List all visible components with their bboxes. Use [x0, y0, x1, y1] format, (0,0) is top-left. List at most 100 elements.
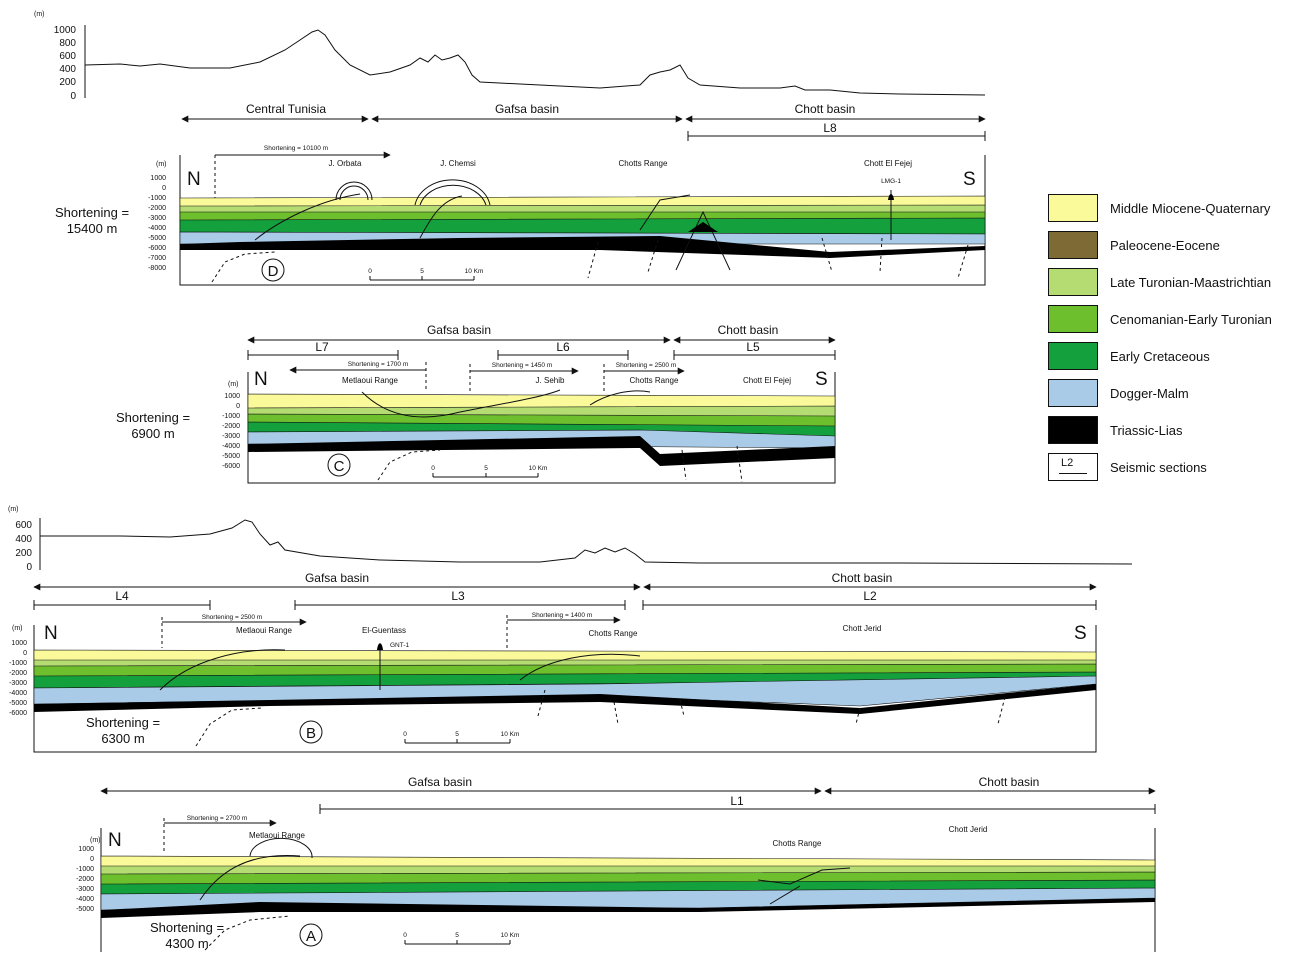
legend-label: Seismic sections: [1110, 460, 1207, 475]
depth-unit: (m): [156, 161, 167, 168]
legend-label: Middle Miocene-Quaternary: [1110, 201, 1271, 216]
tick: 0: [70, 91, 76, 102]
tick: -5000: [9, 700, 27, 707]
tick: 0: [90, 856, 94, 863]
legend-item-seismic: L2 Seismic sections: [1048, 453, 1293, 483]
seismic-line-label: L5: [746, 340, 760, 354]
tick: 0: [236, 403, 240, 410]
locality-label: Chotts Range: [630, 376, 679, 385]
tick: 1000: [78, 846, 94, 853]
total-shortening: 6900 m: [131, 426, 174, 441]
locality-label: Chott El Fejej: [864, 159, 912, 168]
north-label: N: [254, 369, 268, 390]
stratum-early-cretaceous: [179, 217, 986, 235]
total-shortening: Shortening =: [55, 205, 129, 220]
section-C: Gafsa basin Chott basin L7 L6 L5 Shorten…: [116, 323, 836, 484]
shortening-label: Shortening = 2700 m: [187, 815, 248, 822]
tick: -8000: [148, 265, 166, 272]
section-letter: C: [334, 458, 345, 475]
domain-label: Chott basin: [795, 102, 856, 116]
seismic-line-label: L3: [451, 589, 465, 603]
seismic-line-label: L7: [315, 340, 329, 354]
section-A: Gafsa basin Chott basin L1 Shortening = …: [76, 775, 1156, 952]
legend-swatch: [1048, 342, 1098, 370]
topo-mid-unit: (m): [8, 506, 19, 513]
tick: -6000: [222, 463, 240, 470]
tick: 1000: [150, 175, 166, 182]
stratum-triassic: [180, 236, 985, 258]
stratum-triassic: [101, 898, 1155, 918]
shortening-label: Shortening = 1450 m: [492, 362, 553, 369]
scale-tick: 0: [403, 932, 407, 939]
section-A-depth-ticks: 1000 0 -1000 -2000 -3000 -4000 -5000: [76, 846, 94, 913]
legend-item-miocene: Middle Miocene-Quaternary: [1048, 194, 1293, 224]
south-label: S: [815, 369, 828, 390]
scale-bar: 0 5 10 Km: [431, 465, 547, 478]
tick: -4000: [9, 690, 27, 697]
section-letter: A: [306, 928, 316, 945]
total-shortening: Shortening =: [116, 410, 190, 425]
section-letter: B: [306, 725, 316, 742]
topo-profile-top: (m) 1000 800 600 400 200 0: [34, 11, 986, 102]
legend-swatch: [1048, 379, 1098, 407]
tick: 600: [59, 51, 76, 62]
locality-label: Chotts Range: [773, 839, 822, 848]
tick: -6000: [9, 710, 27, 717]
legend-label: Early Cretaceous: [1110, 349, 1210, 364]
section-D: Shortening = 10100 m (m) 1000 0 -1000 -2…: [55, 145, 986, 286]
tick: 1000: [54, 25, 77, 36]
seismic-symbol: L2: [1048, 453, 1098, 481]
section-letter: D: [268, 263, 279, 280]
stratum-triassic: [248, 436, 835, 466]
locality-label: Chott Jerid: [843, 624, 882, 633]
scale-tick: 5: [484, 465, 488, 472]
locality-label: J. Orbata: [329, 159, 362, 168]
domain-label: Chott basin: [832, 571, 893, 585]
south-label: S: [963, 169, 976, 190]
shortening-label: Shortening = 10100 m: [264, 145, 328, 152]
topo-mid-line: [40, 519, 1133, 565]
total-shortening: Shortening =: [86, 715, 160, 730]
section-D-depth-ticks: 1000 0 -1000 -2000 -3000 -4000 -5000 -60…: [148, 175, 166, 272]
seismic-line-label: L4: [115, 589, 129, 603]
tick: 1000: [224, 393, 240, 400]
tick: 200: [15, 548, 32, 559]
shortening-label: Shortening = 1400 m: [532, 612, 593, 619]
tick: 0: [23, 650, 27, 657]
well-label: GNT-1: [390, 642, 410, 649]
scale-tick: 0: [368, 268, 372, 275]
tick: -3000: [222, 433, 240, 440]
legend-swatch: [1048, 231, 1098, 259]
shortening-label: Shortening = 1700 m: [348, 361, 409, 368]
tick: -2000: [222, 423, 240, 430]
tick: -1000: [222, 413, 240, 420]
legend-swatch: [1048, 194, 1098, 222]
tick: 400: [15, 534, 32, 545]
locality-label: El-Guentass: [362, 626, 406, 635]
tick: 0: [162, 185, 166, 192]
section-C-depth-ticks: 1000 0 -1000 -2000 -3000 -4000 -5000 -60…: [222, 393, 240, 470]
tick: -2000: [148, 205, 166, 212]
scale-tick: 5: [455, 932, 459, 939]
seismic-line-label: L1: [730, 794, 744, 808]
tick: -1000: [76, 866, 94, 873]
locality-label: Metlaoui Range: [342, 376, 399, 385]
locality-label: Chott Jerid: [949, 825, 988, 834]
total-shortening: 6300 m: [101, 731, 144, 746]
shortening-label: Shortening = 2500 m: [202, 614, 263, 621]
tick: 600: [15, 520, 32, 531]
legend-item-late-turonian: Late Turonian-Maastrichtian: [1048, 268, 1293, 298]
legend-label: Cenomanian-Early Turonian: [1110, 312, 1272, 327]
tick: -5000: [222, 453, 240, 460]
locality-label: J. Sehib: [536, 376, 565, 385]
legend-label: Late Turonian-Maastrichtian: [1110, 275, 1272, 290]
legend-swatch: [1048, 416, 1098, 444]
scale-tick: 10 Km: [501, 932, 520, 939]
domain-label: Chott basin: [718, 323, 779, 337]
seismic-line-label: L8: [823, 121, 837, 135]
locality-label: Chotts Range: [619, 159, 668, 168]
legend-swatch: [1048, 305, 1098, 333]
scale-tick: 5: [420, 268, 424, 275]
